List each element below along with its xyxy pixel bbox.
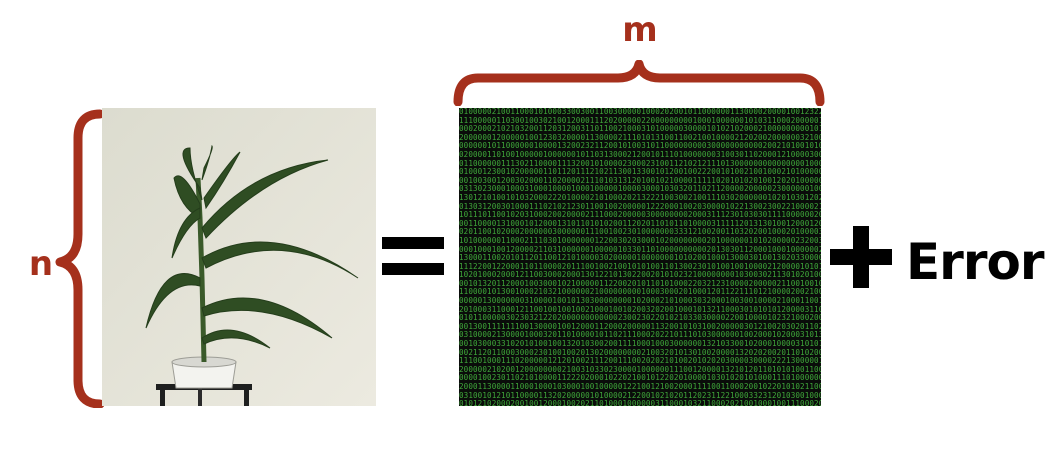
matrix-digits: 0100000210011000101000330030011003000001…	[459, 108, 821, 406]
numeric-matrix-image: 0100000210011000101000330030011003000001…	[459, 108, 821, 406]
top-brace-icon	[453, 60, 825, 106]
equals-sign: =	[382, 237, 444, 275]
plus-sign: +	[830, 226, 892, 288]
left-brace-icon	[55, 109, 104, 408]
dimension-m-label: m	[622, 10, 658, 50]
dimension-n-label: n	[28, 244, 54, 284]
corn-plant-photo	[102, 108, 376, 406]
error-term-label: Error	[906, 233, 1044, 291]
